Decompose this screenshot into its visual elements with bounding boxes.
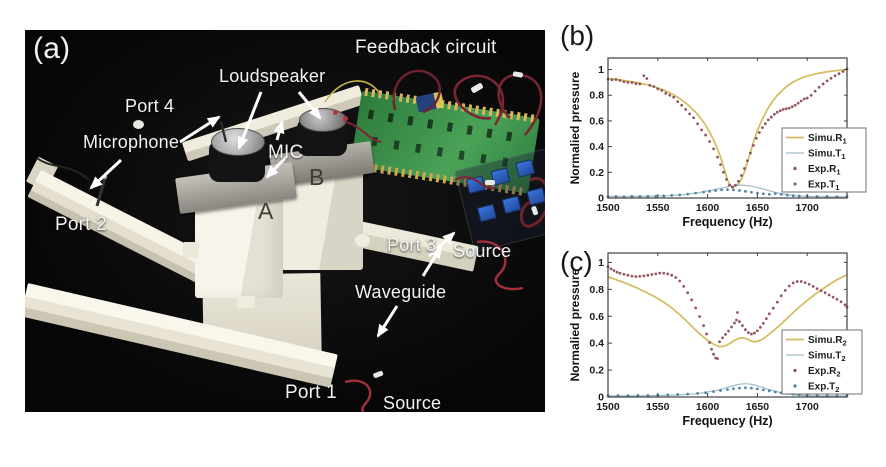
svg-text:1: 1 <box>598 257 604 269</box>
side-port-tab <box>183 242 199 258</box>
svg-text:Exp.R2: Exp.R2 <box>808 366 841 379</box>
svg-text:0.6: 0.6 <box>589 311 604 323</box>
loudspeaker-b-cap <box>299 108 347 132</box>
svg-text:Exp.R1: Exp.R1 <box>808 164 841 177</box>
panel-tag-a: (a) <box>33 32 71 65</box>
svg-text:1500: 1500 <box>596 401 620 413</box>
svg-text:Normalied pressure: Normalied pressure <box>568 268 582 381</box>
label-port4: Port 4 <box>125 96 175 116</box>
svg-text:0.4: 0.4 <box>589 141 604 153</box>
svg-text:0.8: 0.8 <box>589 284 604 296</box>
svg-text:1: 1 <box>598 64 604 76</box>
panel-tag-b: (b) <box>560 20 595 51</box>
svg-text:Normalied pressure: Normalied pressure <box>568 71 582 184</box>
svg-text:Frequency (Hz): Frequency (Hz) <box>682 215 772 229</box>
svg-text:Simu.R2: Simu.R2 <box>808 335 847 348</box>
port4-opening <box>133 120 144 129</box>
label-loudspeaker: Loudspeaker <box>219 66 326 86</box>
svg-text:1500: 1500 <box>596 202 620 214</box>
wires <box>36 69 545 412</box>
label-cell-b: B <box>309 164 325 190</box>
label-waveguide: Waveguide <box>355 282 447 302</box>
svg-text:Exp.T1: Exp.T1 <box>808 180 839 193</box>
svg-text:1550: 1550 <box>646 401 670 413</box>
svg-text:Frequency (Hz): Frequency (Hz) <box>682 414 772 428</box>
label-port3: Port 3 <box>387 235 437 255</box>
label-port1: Port 1 <box>285 382 337 403</box>
svg-text:0.4: 0.4 <box>589 338 604 350</box>
label-cell-a: A <box>258 198 274 224</box>
bottom-tab <box>237 296 255 308</box>
chart-canvas-b: 1500 1550 1600 1650 1700 0 0.2 0.4 0.6 0.8 1 Freque… <box>568 57 867 229</box>
photo-panel-a: (a) Feedback circuit Loudspeaker Port 4 … <box>25 30 545 412</box>
svg-text:Simu.R1: Simu.R1 <box>808 133 847 146</box>
svg-text:1550: 1550 <box>646 202 670 214</box>
chart-canvas-c: 1500 1550 1600 1650 1700 0 0.2 0.4 0.6 0.8 1 Freque… <box>568 252 863 428</box>
svg-text:1600: 1600 <box>696 202 720 214</box>
label-mic: MIC <box>268 142 304 163</box>
side-port-knob <box>355 234 370 247</box>
svg-text:1700: 1700 <box>795 202 819 214</box>
chart-panel-c: (c) 1500 1550 1600 1650 1700 0 0.2 0.4 0.6 0.8 1 Fr… <box>553 238 886 467</box>
label-feedback-circuit: Feedback circuit <box>355 37 497 58</box>
annotation-arrows <box>89 91 456 338</box>
wire-dot <box>343 116 348 121</box>
panel-tag-c: (c) <box>560 246 593 277</box>
photo-annotation-overlay <box>36 69 545 412</box>
label-port2: Port 2 <box>55 214 107 235</box>
svg-text:0.6: 0.6 <box>589 115 604 127</box>
svg-text:Exp.T2: Exp.T2 <box>808 382 839 395</box>
svg-text:0: 0 <box>598 392 604 404</box>
label-source-bottom: Source <box>383 393 442 412</box>
svg-text:Simu.T1: Simu.T1 <box>808 149 846 162</box>
svg-text:1600: 1600 <box>696 401 720 413</box>
wire-dot <box>333 110 338 115</box>
svg-text:1650: 1650 <box>746 202 770 214</box>
svg-text:0.2: 0.2 <box>589 365 604 377</box>
label-source-right: Source <box>453 241 512 261</box>
chart-panel-b: (b) 1500 1550 1600 1650 1700 0 0.2 0.4 0.6 0.8 1 Fr… <box>553 12 886 238</box>
svg-text:1650: 1650 <box>746 401 770 413</box>
svg-text:1700: 1700 <box>795 401 819 413</box>
svg-text:0.2: 0.2 <box>589 167 604 179</box>
svg-text:0: 0 <box>598 193 604 205</box>
label-microphone: Microphone <box>83 132 180 152</box>
svg-text:Simu.T2: Simu.T2 <box>808 351 846 364</box>
svg-text:0.8: 0.8 <box>589 90 604 102</box>
